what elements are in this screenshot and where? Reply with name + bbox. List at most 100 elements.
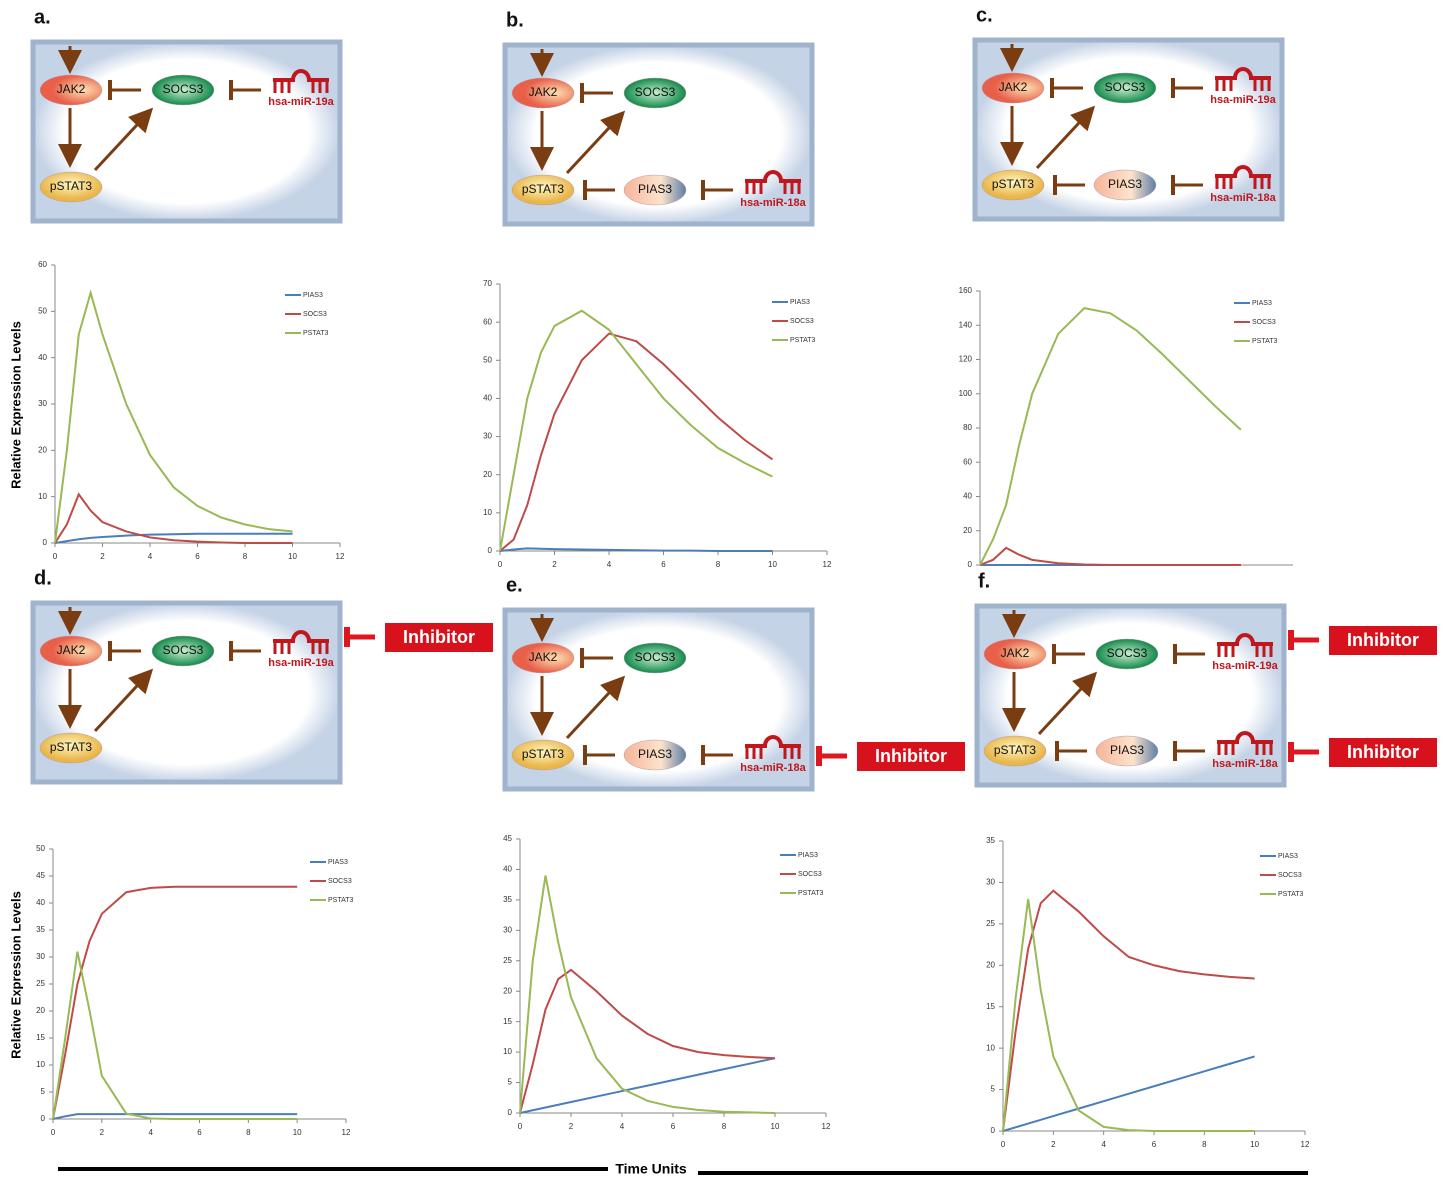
mirna-label: hsa-miR-18a — [1210, 192, 1276, 204]
series-line — [53, 952, 297, 1119]
y-tick-label: 40 — [36, 898, 45, 907]
legend-label: PIAS3 — [790, 299, 810, 306]
series-line — [980, 308, 1241, 565]
y-tick-label: 160 — [959, 286, 973, 295]
y-tick-label: 15 — [986, 1002, 995, 1011]
x-tick-label: 8 — [1202, 1140, 1207, 1149]
x-tick-label: 8 — [722, 1122, 727, 1131]
legend-label: PSTAT3 — [328, 897, 354, 904]
y-tick-label: 40 — [483, 394, 492, 403]
x-tick-label: 12 — [823, 560, 832, 569]
figure: Time Units a.JAK2SOCS3pSTAT3hsa-miR-19ab… — [0, 0, 1446, 1179]
x-tick-label: 10 — [1250, 1140, 1259, 1149]
y-tick-label: 35 — [986, 836, 995, 845]
y-tick-label: 30 — [483, 432, 492, 441]
y-tick-label: 30 — [36, 952, 45, 961]
node-label: SOCS3 — [635, 650, 676, 664]
series-line — [1003, 891, 1255, 1131]
y-tick-label: 10 — [36, 1060, 45, 1069]
pathway-diagram: JAK2SOCS3pSTAT3hsa-miR-19aPIAS3hsa-miR-1… — [975, 40, 1282, 219]
x-tick-label: 12 — [342, 1128, 351, 1137]
y-tick-label: 20 — [986, 960, 995, 969]
x-tick-label: 0 — [498, 560, 503, 569]
legend-label: PSTAT3 — [1278, 891, 1304, 898]
y-tick-label: 10 — [986, 1043, 995, 1052]
y-tick-label: 40 — [38, 353, 47, 362]
y-tick-label: 25 — [986, 919, 995, 928]
y-tick-label: 40 — [963, 492, 972, 501]
legend-label: PSTAT3 — [1252, 338, 1278, 345]
panel-letter: e. — [506, 574, 523, 596]
legend-label: SOCS3 — [790, 318, 814, 325]
node-label: PIAS3 — [638, 747, 672, 761]
y-tick-label: 0 — [41, 1114, 46, 1123]
node-label: JAK2 — [529, 85, 558, 99]
x-tick-label: 2 — [552, 560, 557, 569]
y-tick-label: 5 — [41, 1087, 46, 1096]
node-label: SOCS3 — [635, 85, 676, 99]
x-tick-label: 8 — [716, 560, 721, 569]
y-tick-label: 0 — [508, 1108, 513, 1117]
x-tick-label: 6 — [195, 552, 200, 561]
node-label: SOCS3 — [163, 82, 204, 96]
mirna-label: hsa-miR-18a — [740, 197, 806, 209]
y-tick-label: 15 — [36, 1033, 45, 1042]
node-label: PIAS3 — [638, 182, 672, 196]
y-tick-label: 40 — [503, 865, 512, 874]
node-label: SOCS3 — [1105, 80, 1146, 94]
legend-label: PIAS3 — [1252, 300, 1272, 307]
y-tick-label: 140 — [959, 320, 973, 329]
x-tick-label: 10 — [288, 552, 297, 561]
y-tick-label: 35 — [503, 895, 512, 904]
series-line — [55, 534, 293, 543]
y-tick-label: 45 — [503, 834, 512, 843]
y-tick-label: 0 — [43, 538, 48, 547]
y-tick-label: 10 — [483, 508, 492, 517]
node-label: pSTAT3 — [50, 179, 93, 193]
legend-label: PIAS3 — [798, 852, 818, 859]
node-label: pSTAT3 — [522, 747, 565, 761]
panel-letter: d. — [34, 567, 52, 589]
y-tick-label: 20 — [503, 986, 512, 995]
y-tick-label: 60 — [38, 260, 47, 269]
legend-label: SOCS3 — [1278, 872, 1302, 879]
legend-label: SOCS3 — [1252, 319, 1276, 326]
y-tick-label: 50 — [38, 306, 47, 315]
panel-letter: a. — [34, 6, 51, 28]
y-axis-title: Relative Expression Levels — [8, 321, 23, 489]
x-tick-label: 8 — [246, 1128, 251, 1137]
pathway-diagram: JAK2SOCS3pSTAT3hsa-miR-19aInhibitor — [33, 603, 493, 782]
x-tick-label: 10 — [768, 560, 777, 569]
y-tick-label: 45 — [36, 871, 45, 880]
y-tick-label: 20 — [38, 445, 47, 454]
legend-label: SOCS3 — [328, 878, 352, 885]
legend-label: PIAS3 — [303, 292, 323, 299]
y-tick-label: 30 — [503, 925, 512, 934]
y-tick-label: 5 — [508, 1078, 513, 1087]
x-tick-label: 12 — [336, 552, 345, 561]
y-tick-label: 25 — [36, 979, 45, 988]
series-line — [500, 334, 773, 551]
inhibitor-label: Inhibitor — [403, 627, 475, 647]
inhibitor-label: Inhibitor — [875, 746, 947, 766]
legend-label: PSTAT3 — [798, 890, 824, 897]
node-label: JAK2 — [1001, 646, 1030, 660]
node-label: JAK2 — [999, 80, 1028, 94]
x-tick-label: 0 — [53, 552, 58, 561]
legend-label: PSTAT3 — [303, 330, 329, 337]
mirna-label: hsa-miR-18a — [740, 762, 806, 774]
x-tick-label: 10 — [293, 1128, 302, 1137]
x-tick-label: 2 — [569, 1122, 574, 1131]
node-label: JAK2 — [529, 650, 558, 664]
y-tick-label: 60 — [963, 457, 972, 466]
x-tick-label: 10 — [771, 1122, 780, 1131]
x-tick-label: 4 — [620, 1122, 625, 1131]
x-tick-label: 6 — [661, 560, 666, 569]
mirna-label: hsa-miR-19a — [268, 96, 334, 108]
y-tick-label: 5 — [991, 1085, 996, 1094]
y-tick-label: 25 — [503, 956, 512, 965]
mirna-label: hsa-miR-19a — [268, 657, 334, 669]
y-tick-label: 15 — [503, 1017, 512, 1026]
inhibitor-label: Inhibitor — [1347, 742, 1419, 762]
x-tick-label: 0 — [51, 1128, 56, 1137]
